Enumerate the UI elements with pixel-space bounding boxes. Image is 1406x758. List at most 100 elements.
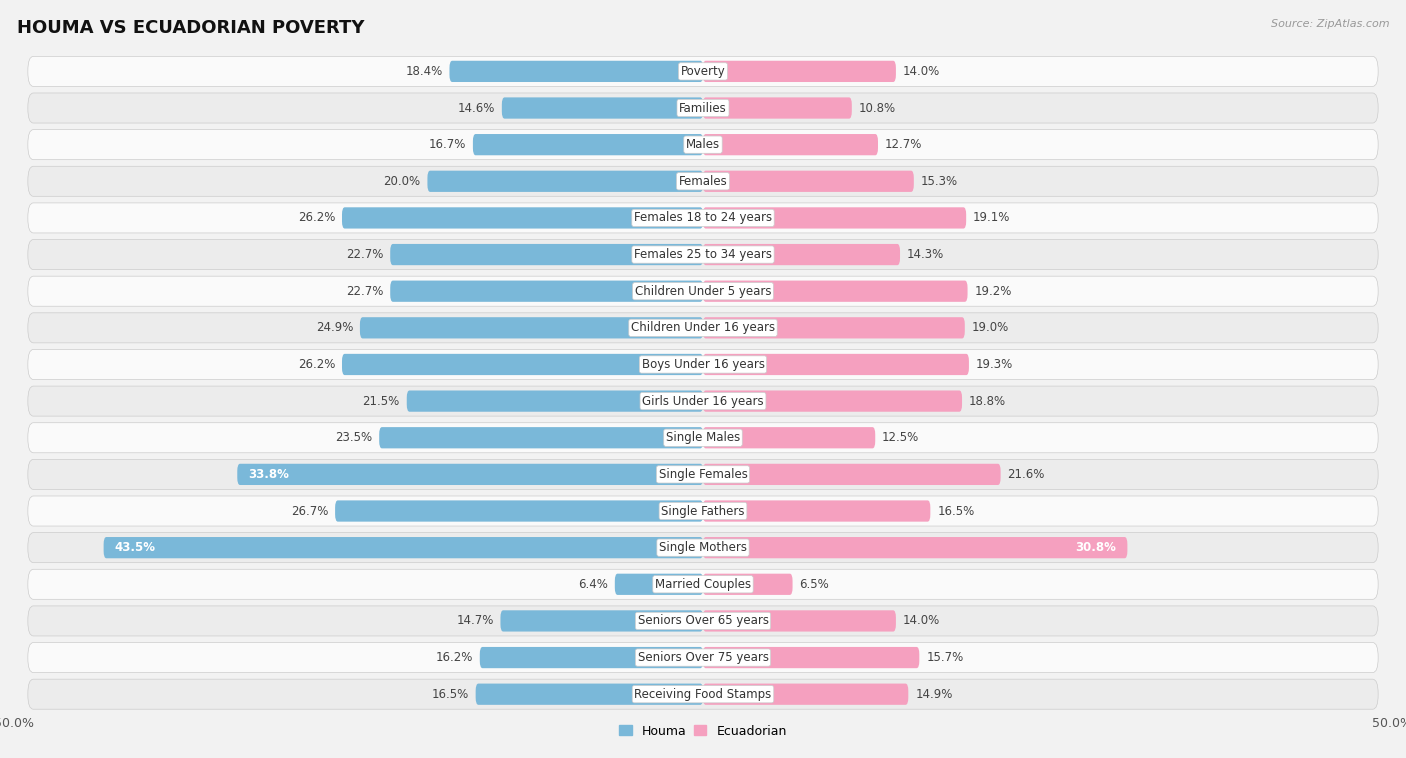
FancyBboxPatch shape bbox=[406, 390, 703, 412]
FancyBboxPatch shape bbox=[502, 97, 703, 119]
Text: Receiving Food Stamps: Receiving Food Stamps bbox=[634, 688, 772, 700]
Text: 16.5%: 16.5% bbox=[432, 688, 468, 700]
FancyBboxPatch shape bbox=[703, 207, 966, 229]
FancyBboxPatch shape bbox=[28, 459, 1378, 490]
Text: 18.8%: 18.8% bbox=[969, 395, 1007, 408]
Text: 43.5%: 43.5% bbox=[115, 541, 156, 554]
FancyBboxPatch shape bbox=[335, 500, 703, 522]
Text: Single Fathers: Single Fathers bbox=[661, 505, 745, 518]
Text: 22.7%: 22.7% bbox=[346, 285, 384, 298]
Text: 15.3%: 15.3% bbox=[921, 175, 957, 188]
FancyBboxPatch shape bbox=[703, 317, 965, 339]
FancyBboxPatch shape bbox=[28, 203, 1378, 233]
Text: 26.2%: 26.2% bbox=[298, 358, 335, 371]
Text: 12.7%: 12.7% bbox=[884, 138, 922, 151]
FancyBboxPatch shape bbox=[703, 427, 875, 449]
FancyBboxPatch shape bbox=[703, 390, 962, 412]
Text: Families: Families bbox=[679, 102, 727, 114]
Text: Children Under 5 years: Children Under 5 years bbox=[634, 285, 772, 298]
Text: 33.8%: 33.8% bbox=[249, 468, 290, 481]
FancyBboxPatch shape bbox=[28, 276, 1378, 306]
FancyBboxPatch shape bbox=[479, 647, 703, 669]
FancyBboxPatch shape bbox=[28, 349, 1378, 380]
Text: 23.5%: 23.5% bbox=[335, 431, 373, 444]
FancyBboxPatch shape bbox=[28, 56, 1378, 86]
FancyBboxPatch shape bbox=[28, 240, 1378, 270]
FancyBboxPatch shape bbox=[472, 134, 703, 155]
FancyBboxPatch shape bbox=[28, 569, 1378, 600]
FancyBboxPatch shape bbox=[501, 610, 703, 631]
Text: 14.3%: 14.3% bbox=[907, 248, 945, 261]
Text: Married Couples: Married Couples bbox=[655, 578, 751, 590]
FancyBboxPatch shape bbox=[703, 280, 967, 302]
Text: 19.0%: 19.0% bbox=[972, 321, 1010, 334]
Text: 26.2%: 26.2% bbox=[298, 211, 335, 224]
Text: 6.4%: 6.4% bbox=[578, 578, 607, 590]
FancyBboxPatch shape bbox=[360, 317, 703, 339]
Text: 19.1%: 19.1% bbox=[973, 211, 1011, 224]
Text: Seniors Over 75 years: Seniors Over 75 years bbox=[637, 651, 769, 664]
FancyBboxPatch shape bbox=[238, 464, 703, 485]
FancyBboxPatch shape bbox=[28, 423, 1378, 453]
FancyBboxPatch shape bbox=[703, 610, 896, 631]
FancyBboxPatch shape bbox=[28, 313, 1378, 343]
Text: 22.7%: 22.7% bbox=[346, 248, 384, 261]
Text: 14.6%: 14.6% bbox=[457, 102, 495, 114]
Text: 14.7%: 14.7% bbox=[456, 615, 494, 628]
FancyBboxPatch shape bbox=[703, 464, 1001, 485]
Text: HOUMA VS ECUADORIAN POVERTY: HOUMA VS ECUADORIAN POVERTY bbox=[17, 19, 364, 37]
FancyBboxPatch shape bbox=[28, 93, 1378, 123]
Text: 6.5%: 6.5% bbox=[800, 578, 830, 590]
Text: 19.3%: 19.3% bbox=[976, 358, 1014, 371]
Text: Poverty: Poverty bbox=[681, 65, 725, 78]
FancyBboxPatch shape bbox=[427, 171, 703, 192]
Text: 16.2%: 16.2% bbox=[436, 651, 472, 664]
Text: Single Males: Single Males bbox=[666, 431, 740, 444]
FancyBboxPatch shape bbox=[703, 97, 852, 119]
Text: Girls Under 16 years: Girls Under 16 years bbox=[643, 395, 763, 408]
Text: 16.5%: 16.5% bbox=[938, 505, 974, 518]
Text: 14.0%: 14.0% bbox=[903, 65, 941, 78]
FancyBboxPatch shape bbox=[703, 537, 1128, 559]
Text: 20.0%: 20.0% bbox=[384, 175, 420, 188]
FancyBboxPatch shape bbox=[703, 574, 793, 595]
Text: Females 25 to 34 years: Females 25 to 34 years bbox=[634, 248, 772, 261]
Text: 21.6%: 21.6% bbox=[1008, 468, 1045, 481]
FancyBboxPatch shape bbox=[391, 280, 703, 302]
Text: 19.2%: 19.2% bbox=[974, 285, 1012, 298]
FancyBboxPatch shape bbox=[380, 427, 703, 449]
FancyBboxPatch shape bbox=[703, 647, 920, 669]
Text: 15.7%: 15.7% bbox=[927, 651, 963, 664]
FancyBboxPatch shape bbox=[703, 134, 877, 155]
Text: 24.9%: 24.9% bbox=[315, 321, 353, 334]
FancyBboxPatch shape bbox=[391, 244, 703, 265]
Text: 26.7%: 26.7% bbox=[291, 505, 328, 518]
FancyBboxPatch shape bbox=[28, 679, 1378, 709]
Text: 16.7%: 16.7% bbox=[429, 138, 465, 151]
FancyBboxPatch shape bbox=[104, 537, 703, 559]
Text: 21.5%: 21.5% bbox=[363, 395, 399, 408]
Text: Males: Males bbox=[686, 138, 720, 151]
FancyBboxPatch shape bbox=[28, 606, 1378, 636]
FancyBboxPatch shape bbox=[28, 496, 1378, 526]
Text: 10.8%: 10.8% bbox=[859, 102, 896, 114]
Text: Single Mothers: Single Mothers bbox=[659, 541, 747, 554]
Text: 12.5%: 12.5% bbox=[882, 431, 920, 444]
FancyBboxPatch shape bbox=[475, 684, 703, 705]
FancyBboxPatch shape bbox=[614, 574, 703, 595]
FancyBboxPatch shape bbox=[703, 244, 900, 265]
FancyBboxPatch shape bbox=[28, 533, 1378, 562]
FancyBboxPatch shape bbox=[28, 166, 1378, 196]
Text: 18.4%: 18.4% bbox=[405, 65, 443, 78]
FancyBboxPatch shape bbox=[28, 643, 1378, 672]
Text: 14.9%: 14.9% bbox=[915, 688, 953, 700]
FancyBboxPatch shape bbox=[703, 354, 969, 375]
Text: Seniors Over 65 years: Seniors Over 65 years bbox=[637, 615, 769, 628]
Text: Source: ZipAtlas.com: Source: ZipAtlas.com bbox=[1271, 19, 1389, 29]
Legend: Houma, Ecuadorian: Houma, Ecuadorian bbox=[614, 719, 792, 743]
Text: Boys Under 16 years: Boys Under 16 years bbox=[641, 358, 765, 371]
FancyBboxPatch shape bbox=[28, 386, 1378, 416]
FancyBboxPatch shape bbox=[703, 171, 914, 192]
FancyBboxPatch shape bbox=[703, 684, 908, 705]
Text: Single Females: Single Females bbox=[658, 468, 748, 481]
